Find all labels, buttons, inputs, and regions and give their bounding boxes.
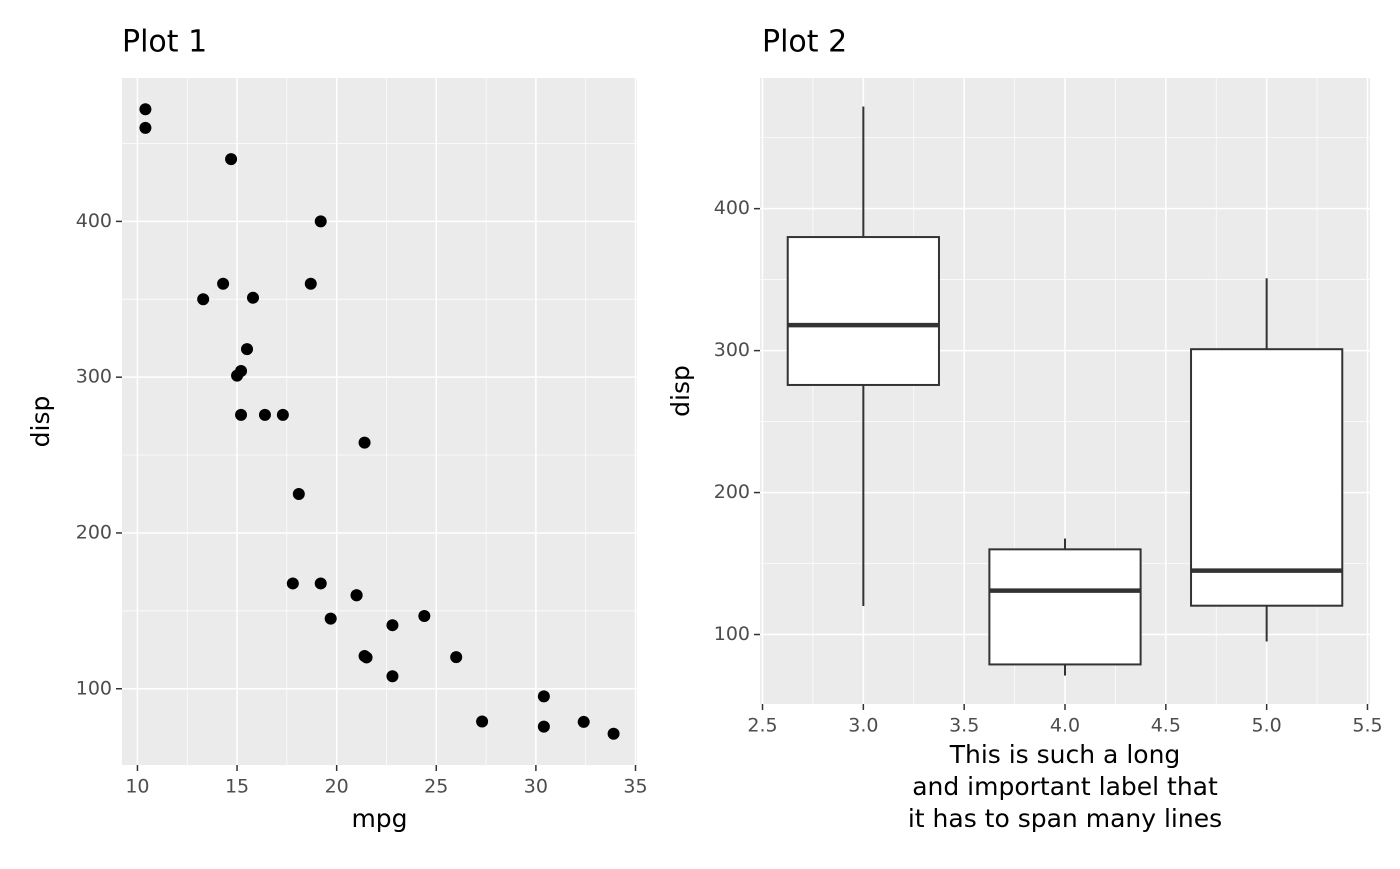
x-tick-label: 3.0 bbox=[848, 715, 878, 737]
y-tick-label: 300 bbox=[76, 366, 112, 388]
point bbox=[324, 612, 337, 625]
box bbox=[988, 548, 1142, 666]
y-tick-label: 200 bbox=[714, 481, 750, 503]
x-axis-label: and important label that bbox=[912, 772, 1218, 801]
x-tick-label: 4.0 bbox=[1050, 715, 1080, 737]
point bbox=[217, 277, 230, 290]
point bbox=[314, 215, 327, 228]
point bbox=[197, 293, 210, 306]
y-axis-label: disp bbox=[666, 365, 695, 417]
point bbox=[231, 369, 244, 382]
x-tick-label: 5.0 bbox=[1252, 715, 1282, 737]
point bbox=[386, 670, 399, 683]
y-axis-label: disp bbox=[26, 396, 55, 448]
point bbox=[386, 619, 399, 632]
chart-title: Plot 1 bbox=[122, 25, 207, 60]
point bbox=[235, 408, 248, 421]
x-tick-label: 20 bbox=[325, 776, 349, 798]
x-axis-label: This is such a long bbox=[949, 740, 1181, 769]
point bbox=[607, 727, 620, 740]
y-tick-label: 400 bbox=[76, 210, 112, 232]
point bbox=[358, 436, 371, 449]
point bbox=[476, 715, 489, 728]
y-tick-label: 100 bbox=[714, 623, 750, 645]
point bbox=[314, 577, 327, 590]
x-tick-label: 35 bbox=[623, 776, 647, 798]
x-tick-label: 10 bbox=[125, 776, 149, 798]
point bbox=[304, 277, 317, 290]
x-tick-label: 15 bbox=[225, 776, 249, 798]
point bbox=[577, 715, 590, 728]
x-tick-label: 30 bbox=[524, 776, 548, 798]
point bbox=[225, 153, 238, 166]
point bbox=[418, 609, 431, 622]
point bbox=[358, 650, 371, 663]
x-axis-label: it has to span many lines bbox=[908, 804, 1222, 833]
x-axis-label: mpg bbox=[351, 804, 407, 833]
y-tick-label: 400 bbox=[714, 197, 750, 219]
point bbox=[241, 343, 254, 356]
x-tick-label: 5.5 bbox=[1352, 715, 1382, 737]
point bbox=[139, 121, 152, 134]
x-tick-label: 3.5 bbox=[949, 715, 979, 737]
x-tick-label: 2.5 bbox=[747, 715, 777, 737]
point bbox=[537, 720, 550, 733]
y-tick-label: 200 bbox=[76, 521, 112, 543]
point bbox=[286, 577, 299, 590]
point bbox=[350, 589, 363, 602]
x-tick-label: 4.5 bbox=[1151, 715, 1181, 737]
point bbox=[246, 291, 259, 304]
point bbox=[258, 408, 271, 421]
point bbox=[450, 651, 463, 664]
x-tick-label: 25 bbox=[424, 776, 448, 798]
panel-background bbox=[122, 78, 637, 765]
point bbox=[139, 103, 152, 116]
y-tick-label: 100 bbox=[76, 677, 112, 699]
box bbox=[786, 236, 940, 386]
y-tick-label: 300 bbox=[714, 339, 750, 361]
point bbox=[537, 690, 550, 703]
point bbox=[276, 408, 289, 421]
point bbox=[292, 488, 305, 501]
box bbox=[1190, 348, 1344, 607]
chart-title: Plot 2 bbox=[762, 25, 847, 60]
